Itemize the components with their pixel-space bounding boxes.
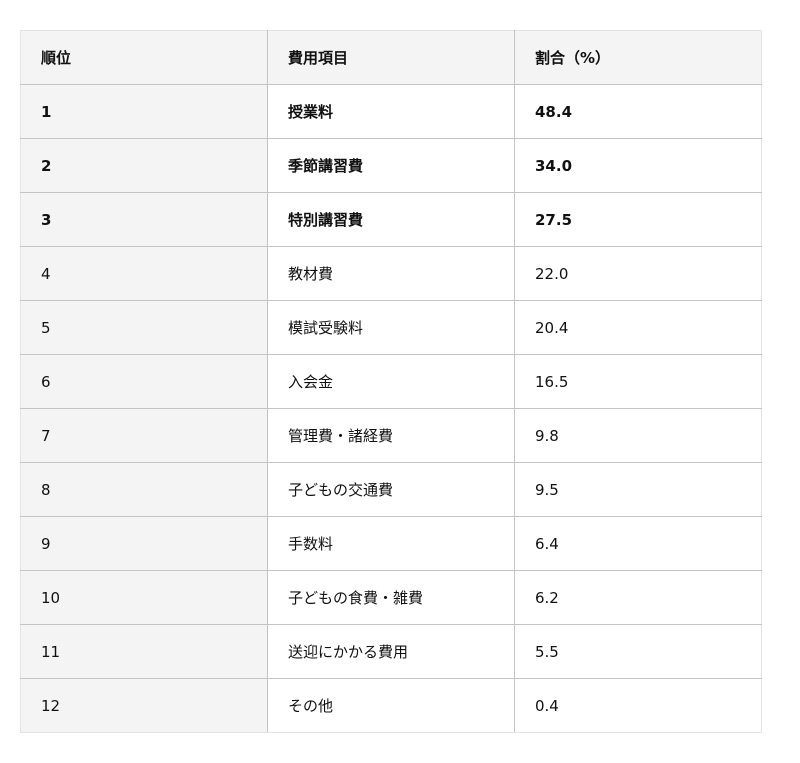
- rank-cell: 9: [20, 516, 268, 571]
- item-cell: 特別講習費: [267, 192, 515, 247]
- rank-cell: 6: [20, 354, 268, 409]
- item-cell: 季節講習費: [267, 138, 515, 193]
- table-row: 1 授業料 48.4: [20, 84, 762, 139]
- table-row: 2 季節講習費 34.0: [20, 138, 762, 193]
- table-row: 8 子どもの交通費 9.5: [20, 462, 762, 517]
- table-row: 5 模試受験料 20.4: [20, 300, 762, 355]
- item-cell: 入会金: [267, 354, 515, 409]
- table-row: 9 手数料 6.4: [20, 516, 762, 571]
- share-cell: 0.4: [514, 678, 762, 733]
- rank-cell: 12: [20, 678, 268, 733]
- share-cell: 27.5: [514, 192, 762, 247]
- item-cell: 模試受験料: [267, 300, 515, 355]
- share-cell: 6.4: [514, 516, 762, 571]
- rank-cell: 5: [20, 300, 268, 355]
- rank-cell: 1: [20, 84, 268, 139]
- rank-cell: 3: [20, 192, 268, 247]
- table-row: 12 その他 0.4: [20, 678, 762, 733]
- item-cell: 子どもの食費・雑費: [267, 570, 515, 625]
- item-cell: 手数料: [267, 516, 515, 571]
- item-cell: その他: [267, 678, 515, 733]
- share-cell: 22.0: [514, 246, 762, 301]
- table-row: 4 教材費 22.0: [20, 246, 762, 301]
- item-cell: 子どもの交通費: [267, 462, 515, 517]
- rank-cell: 2: [20, 138, 268, 193]
- item-cell: 授業料: [267, 84, 515, 139]
- table-row: 10 子どもの食費・雑費 6.2: [20, 570, 762, 625]
- rank-cell: 11: [20, 624, 268, 679]
- share-cell: 34.0: [514, 138, 762, 193]
- table-row: 7 管理費・諸経費 9.8: [20, 408, 762, 463]
- rank-cell: 7: [20, 408, 268, 463]
- table-row: 11 送迎にかかる費用 5.5: [20, 624, 762, 679]
- table-row: 3 特別講習費 27.5: [20, 192, 762, 247]
- rank-cell: 10: [20, 570, 268, 625]
- header-item: 費用項目: [267, 30, 515, 85]
- table-row: 6 入会金 16.5: [20, 354, 762, 409]
- header-share: 割合（%）: [514, 30, 762, 85]
- share-cell: 9.5: [514, 462, 762, 517]
- cost-ranking-table: 順位 費用項目 割合（%） 1 授業料 48.4 2 季節講習費 34.0 3 特別講習費 27…: [20, 30, 762, 733]
- rank-cell: 8: [20, 462, 268, 517]
- share-cell: 48.4: [514, 84, 762, 139]
- item-cell: 教材費: [267, 246, 515, 301]
- item-cell: 送迎にかかる費用: [267, 624, 515, 679]
- share-cell: 6.2: [514, 570, 762, 625]
- share-cell: 16.5: [514, 354, 762, 409]
- share-cell: 5.5: [514, 624, 762, 679]
- item-cell: 管理費・諸経費: [267, 408, 515, 463]
- share-cell: 9.8: [514, 408, 762, 463]
- header-rank: 順位: [20, 30, 268, 85]
- rank-cell: 4: [20, 246, 268, 301]
- table-header-row: 順位 費用項目 割合（%）: [20, 30, 762, 85]
- share-cell: 20.4: [514, 300, 762, 355]
